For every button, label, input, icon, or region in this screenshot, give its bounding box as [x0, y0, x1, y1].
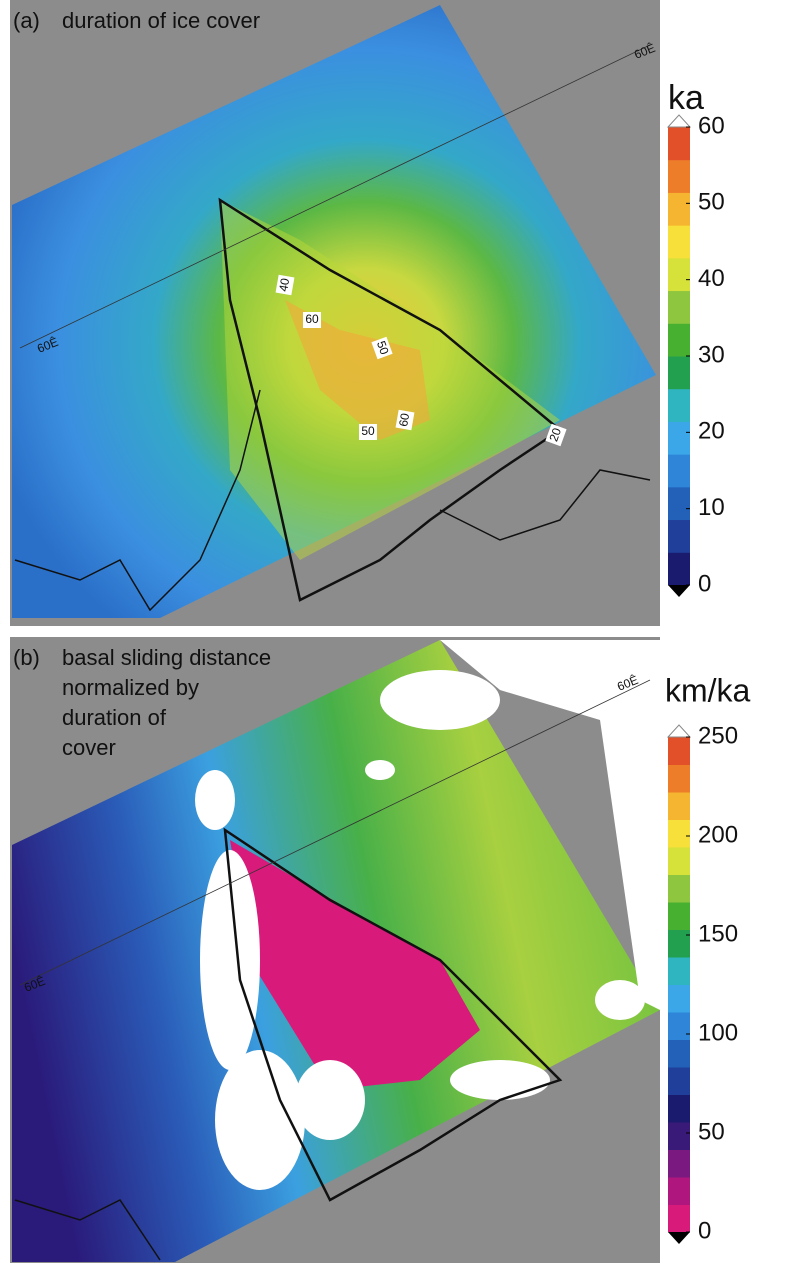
- colorbar-swatch: [668, 985, 690, 1013]
- colorbar-swatch: [668, 421, 690, 454]
- colorbar-tick-label: 20: [698, 418, 725, 445]
- contour-label: 40: [276, 277, 292, 293]
- colorbar-swatch: [668, 1205, 690, 1233]
- page: (a)duration of ice coverka60Ê60Ê40605050…: [0, 0, 793, 1266]
- colorbar-tick-label: 10: [698, 494, 725, 521]
- colorbar-unit: ka: [668, 79, 704, 117]
- colorbar-swatch: [668, 389, 690, 422]
- colorbar-swatch: [668, 291, 690, 324]
- colorbar-swatch: [668, 737, 690, 765]
- colorbar-swatch: [668, 875, 690, 903]
- contour-label: 60: [396, 412, 412, 428]
- colorbar-tick-label: 200: [698, 821, 738, 848]
- figure: (a)duration of ice coverka60Ê60Ê40605050…: [0, 0, 793, 1266]
- contour-label: 60: [305, 312, 319, 326]
- colorbar-tick-label: 0: [698, 570, 711, 597]
- colorbar-tick-label: 40: [698, 265, 725, 292]
- colorbar-tick-label: 50: [698, 189, 725, 216]
- colorbar-swatch: [668, 356, 690, 389]
- colorbar-swatch: [668, 127, 690, 160]
- panel-label: (a): [13, 8, 40, 33]
- colorbar-swatch: [668, 847, 690, 875]
- colorbar-over: [668, 725, 690, 737]
- contour-label: 50: [361, 424, 375, 438]
- colorbar-swatch: [668, 1012, 690, 1040]
- colorbar-swatch: [668, 520, 690, 553]
- colorbar-swatch: [668, 454, 690, 487]
- colorbar-swatch: [668, 1177, 690, 1205]
- colorbar-swatch: [668, 487, 690, 520]
- panel-title: basal sliding distance: [62, 645, 271, 670]
- colorbar-swatch: [668, 192, 690, 225]
- colorbar-swatch: [668, 160, 690, 193]
- colorbar-swatch: [668, 552, 690, 585]
- colorbar-swatch: [668, 930, 690, 958]
- colorbar-swatch: [668, 225, 690, 258]
- colorbar-swatch: [668, 1040, 690, 1068]
- panel-title: duration of: [62, 705, 167, 730]
- colorbar-tick-label: 30: [698, 341, 725, 368]
- colorbar-tick-label: 60: [698, 112, 725, 139]
- colorbar-swatch: [668, 1150, 690, 1178]
- panel-title: duration of ice cover: [62, 8, 260, 33]
- colorbar-tick-label: 250: [698, 722, 738, 749]
- colorbar-under: [668, 1232, 690, 1244]
- colorbar-tick-label: 100: [698, 1019, 738, 1046]
- colorbar-tick-label: 150: [698, 920, 738, 947]
- colorbar-under: [668, 585, 690, 597]
- colorbar-swatch: [668, 258, 690, 291]
- panel-label: (b): [13, 645, 40, 670]
- colorbar-swatch: [668, 1067, 690, 1095]
- colorbar-tick-label: 0: [698, 1217, 711, 1244]
- colorbar-swatch: [668, 1122, 690, 1150]
- colorbar-tick-label: 50: [698, 1118, 725, 1145]
- colorbar-swatch: [668, 820, 690, 848]
- colorbar-swatch: [668, 1095, 690, 1123]
- colorbar-swatch: [668, 957, 690, 985]
- colorbar-swatch: [668, 765, 690, 793]
- colorbar-swatch: [668, 902, 690, 930]
- panel-title: normalized by: [62, 675, 199, 700]
- panel-title: cover: [62, 735, 116, 760]
- colorbar-swatch: [668, 792, 690, 820]
- colorbar-unit: km/ka: [665, 672, 751, 708]
- colorbar-swatch: [668, 323, 690, 356]
